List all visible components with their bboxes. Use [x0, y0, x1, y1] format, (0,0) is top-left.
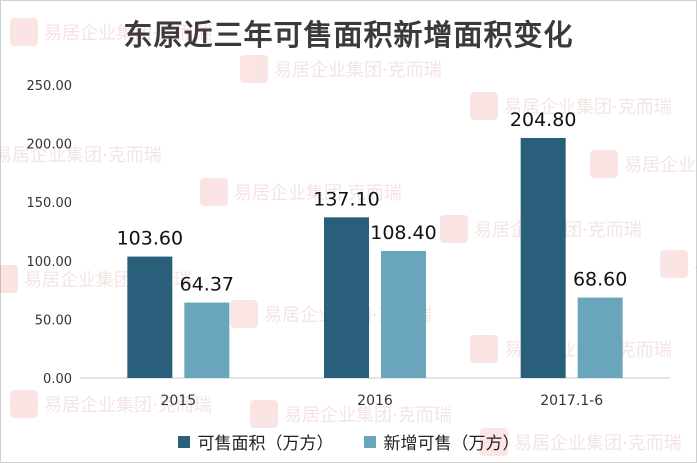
data-label: 204.80	[510, 109, 576, 131]
data-label: 137.10	[313, 188, 379, 210]
watermark-layer: 易居企业集团·克而瑞易居企业集团·克而瑞易居企业集团·克而瑞易居企业集团·克而瑞…	[0, 18, 697, 456]
watermark-text: 易居企业集团·克而瑞	[44, 395, 212, 416]
legend-label-new-available: 新增可售（万方）	[383, 434, 520, 454]
y-tick-label: 150.00	[27, 196, 73, 211]
watermark-seal	[250, 400, 278, 428]
x-tick-label: 2016	[357, 393, 393, 409]
watermark-seal	[200, 178, 228, 206]
watermark-text: 易居企业集团·克而瑞	[44, 23, 212, 44]
watermark-seal	[230, 300, 258, 328]
legend-item-available-area: 可售面积（万方）	[177, 429, 334, 454]
x-tick-label: 2015	[161, 393, 197, 409]
watermark-seal	[440, 215, 468, 243]
watermark-tile: 易居企业集团·克而瑞	[0, 145, 162, 166]
watermark-seal	[10, 18, 38, 46]
watermark-tile: 易居企业集团·克而瑞	[250, 400, 452, 428]
watermark-text: 易居企业集团·克而瑞	[694, 255, 697, 276]
bar	[184, 302, 230, 378]
data-label: 108.40	[370, 222, 436, 244]
watermark-tile: 易居企业集团·克而瑞	[660, 250, 697, 278]
watermark-seal	[240, 55, 268, 83]
watermark-text: 易居企业集团·克而瑞	[234, 183, 402, 204]
watermark-tile: 易居企业集团·克而瑞	[10, 18, 212, 46]
watermark-seal	[0, 265, 18, 293]
watermark-text: 易居企业集团·克而瑞	[514, 433, 682, 454]
watermark-seal	[10, 390, 38, 418]
bar	[324, 217, 369, 378]
x-axis: 2015 2016 2017.1-6	[80, 377, 670, 409]
x-tick-label: 2017.1-6	[540, 393, 603, 409]
watermark-seal	[660, 250, 688, 278]
legend: 可售面积（万方） 新增可售（万方）	[0, 429, 697, 454]
bar	[127, 256, 173, 378]
data-labels: 103.60 64.37 137.10 108.40 204.80 68.60	[117, 109, 628, 296]
watermark-seal	[470, 92, 498, 120]
y-axis: 0.00 50.00 100.00 150.00 200.00 250.00	[27, 79, 73, 387]
y-tick-label: 50.00	[35, 313, 72, 328]
watermark-seal	[590, 150, 618, 178]
y-tick-label: 100.00	[27, 255, 73, 270]
watermark-seal	[470, 335, 498, 363]
data-label: 64.37	[180, 274, 234, 296]
chart-title: 东原近三年可售面积新增面积变化	[123, 18, 574, 52]
watermark-text: 易居企业集团·克而瑞	[284, 405, 452, 426]
legend-label-available-area: 可售面积（万方）	[197, 434, 334, 454]
watermark-tile: 易居企业集团·克而瑞	[470, 335, 672, 363]
bar	[520, 137, 566, 378]
watermark-text: 易居企业集团·克而瑞	[0, 145, 162, 166]
legend-swatch-new-available	[363, 435, 376, 448]
watermark-seal	[480, 428, 508, 456]
bar	[381, 250, 426, 378]
watermark-tile: 易居企业集团·克而瑞	[480, 428, 682, 456]
y-tick-label: 250.00	[27, 79, 73, 94]
watermark-tile: 易居企业集团·克而瑞	[470, 92, 672, 120]
y-tick-label: 200.00	[27, 138, 73, 153]
watermark-text: 易居企业集团·克而瑞	[624, 155, 697, 176]
legend-swatch-available-area	[177, 435, 190, 448]
bar	[577, 297, 623, 378]
bars	[127, 137, 623, 378]
watermark-tile: 易居企业集团·克而瑞	[10, 390, 212, 418]
data-label: 103.60	[117, 228, 183, 250]
watermark-tile: 易居企业集团·克而瑞	[590, 150, 697, 178]
y-tick-label: 0.00	[43, 372, 72, 387]
watermark-tile: 易居企业集团·克而瑞	[200, 178, 402, 206]
data-label: 68.60	[573, 269, 627, 291]
watermark-text: 易居企业集团·克而瑞	[504, 97, 672, 118]
watermark-tile: 易居企业集团·克而瑞	[240, 55, 442, 83]
legend-item-new-available: 新增可售（万方）	[363, 429, 520, 454]
watermark-text: 易居企业集团·克而瑞	[274, 60, 442, 81]
